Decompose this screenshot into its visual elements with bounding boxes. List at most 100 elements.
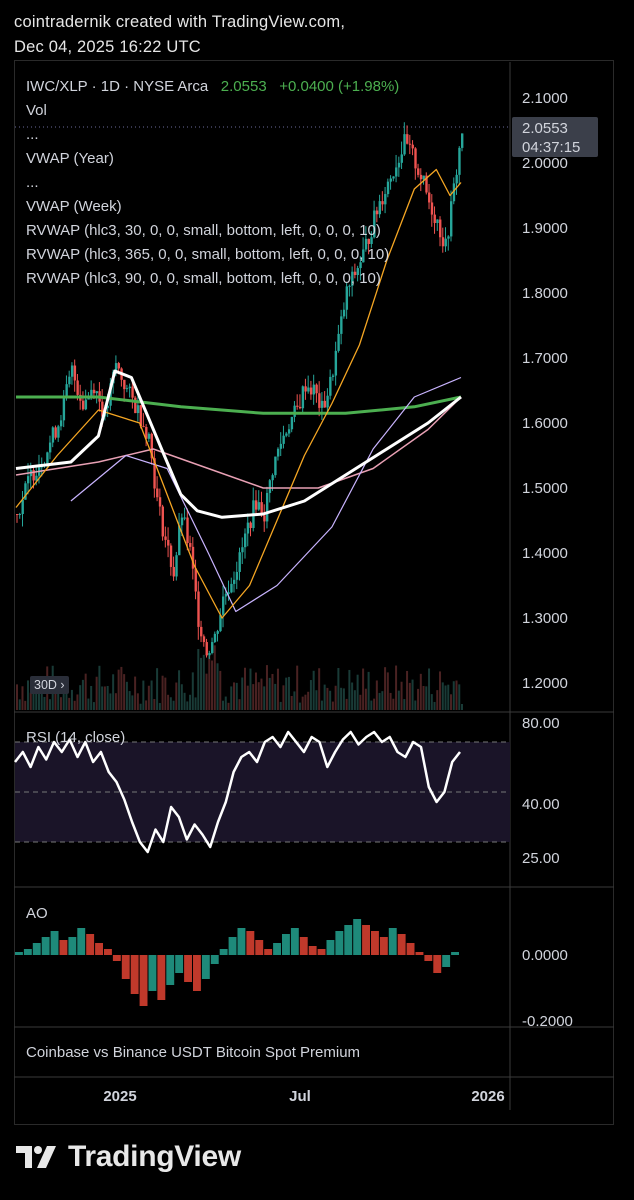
ao-tick-label: 0.0000 xyxy=(522,947,568,964)
ao-bar xyxy=(210,955,219,964)
candle-body xyxy=(59,420,63,427)
legend-symbol-row[interactable]: IWC/XLP · 1D · NYSE Arca 2.0553 +0.0400 … xyxy=(26,78,399,95)
volume-bar xyxy=(54,687,57,710)
volume-bar xyxy=(216,663,219,710)
candle-body xyxy=(285,433,288,436)
ao-bar xyxy=(32,943,41,955)
candle-body xyxy=(238,552,241,572)
candle-body xyxy=(208,653,211,656)
candle-body xyxy=(57,426,60,438)
premium-label[interactable]: Coinbase vs Binance USDT Bitcoin Spot Pr… xyxy=(26,1044,361,1061)
candle-body xyxy=(320,400,324,408)
volume-bar xyxy=(287,676,290,710)
volume-bar xyxy=(249,668,252,710)
candle-body xyxy=(227,592,230,594)
candle-body xyxy=(235,571,239,580)
candle-body xyxy=(461,133,464,148)
candle-body xyxy=(200,626,203,637)
candle-body xyxy=(134,397,137,414)
candle-body xyxy=(356,268,360,276)
legend-rvwap-365[interactable]: RVWAP (hlc3, 365, 0, 0, small, bottom, l… xyxy=(26,246,390,263)
candle-body xyxy=(178,525,181,556)
candle-body xyxy=(65,384,68,397)
volume-bar xyxy=(202,654,205,710)
volume-bar xyxy=(128,691,131,710)
volume-bar xyxy=(120,666,123,710)
candle-body xyxy=(441,237,445,247)
candle-body xyxy=(54,427,57,438)
candle-body xyxy=(392,176,395,179)
volume-bar xyxy=(307,691,310,710)
candle-body xyxy=(452,183,456,202)
volume-bar xyxy=(345,698,348,710)
candle-body xyxy=(397,162,401,168)
legend-price: 2.0553 xyxy=(220,78,267,95)
candle-body xyxy=(298,406,302,409)
volume-bar xyxy=(293,691,296,710)
ao-bar xyxy=(112,955,121,961)
volume-bar xyxy=(452,681,455,710)
volume-bar xyxy=(164,677,167,710)
volume-bar xyxy=(430,694,433,710)
volume-bar xyxy=(189,694,192,710)
range-pill[interactable]: 30D › xyxy=(30,676,69,694)
candle-body xyxy=(337,333,340,351)
volume-bar xyxy=(318,668,321,710)
volume-bar xyxy=(103,686,106,710)
candle-body xyxy=(342,309,346,317)
candle-body xyxy=(175,555,178,577)
legend-vwap-week[interactable]: VWAP (Week) xyxy=(26,198,122,215)
candle-body xyxy=(265,492,269,522)
time-tick-label: 2025 xyxy=(103,1088,136,1105)
volume-bar xyxy=(301,696,304,710)
candle-body xyxy=(436,219,439,224)
candle-body xyxy=(290,416,294,430)
volume-bar xyxy=(87,698,90,710)
ao-bar xyxy=(317,949,326,955)
legend-rvwap-30[interactable]: RVWAP (hlc3, 30, 0, 0, small, bottom, le… xyxy=(26,222,381,239)
volume-bar xyxy=(208,655,211,710)
price-tick-label: 2.0000 xyxy=(522,155,568,172)
volume-bar xyxy=(417,688,420,710)
ao-bar xyxy=(371,931,379,955)
candle-body xyxy=(263,515,266,522)
candle-body xyxy=(101,401,104,417)
volume-bar xyxy=(169,697,172,710)
ao-bar xyxy=(255,940,264,955)
legend-vol[interactable]: Vol xyxy=(26,102,47,119)
ao-label[interactable]: AO xyxy=(26,905,48,922)
candle-body xyxy=(304,386,307,392)
candle-body xyxy=(197,591,200,627)
candle-body xyxy=(439,219,442,238)
candle-body xyxy=(243,533,247,548)
volume-bar xyxy=(263,686,266,710)
vwap-year-line xyxy=(15,369,462,519)
rsi-label[interactable]: RSI (14, close) xyxy=(26,729,126,746)
legend-vwap-year[interactable]: VWAP (Year) xyxy=(26,150,114,167)
candle-body xyxy=(145,427,148,439)
candle-body xyxy=(95,391,99,394)
candle-body xyxy=(51,427,55,443)
tradingview-logo-text: TradingView xyxy=(68,1140,241,1173)
volume-bar xyxy=(197,649,200,710)
volume-bar xyxy=(224,696,227,710)
legend-rvwap-90[interactable]: RVWAP (hlc3, 90, 0, 0, small, bottom, le… xyxy=(26,270,381,287)
candle-body xyxy=(186,517,189,544)
candle-body xyxy=(408,143,412,145)
ao-bar xyxy=(130,955,139,994)
volume-bar xyxy=(205,673,208,710)
ao-bar xyxy=(406,943,415,955)
ao-bar xyxy=(282,934,290,955)
legend-dots-2[interactable]: ... xyxy=(26,174,39,191)
volume-bar xyxy=(331,701,334,710)
volume-bar xyxy=(348,669,351,710)
volume-bar xyxy=(194,697,197,710)
ao-bar xyxy=(77,928,86,955)
volume-bar xyxy=(439,671,442,710)
chart-timestamp: Dec 04, 2025 16:22 UTC xyxy=(14,38,201,56)
legend-dots-1[interactable]: ... xyxy=(26,126,39,143)
candle-body xyxy=(241,547,244,553)
candle-body xyxy=(315,384,318,394)
candle-body xyxy=(362,249,365,263)
